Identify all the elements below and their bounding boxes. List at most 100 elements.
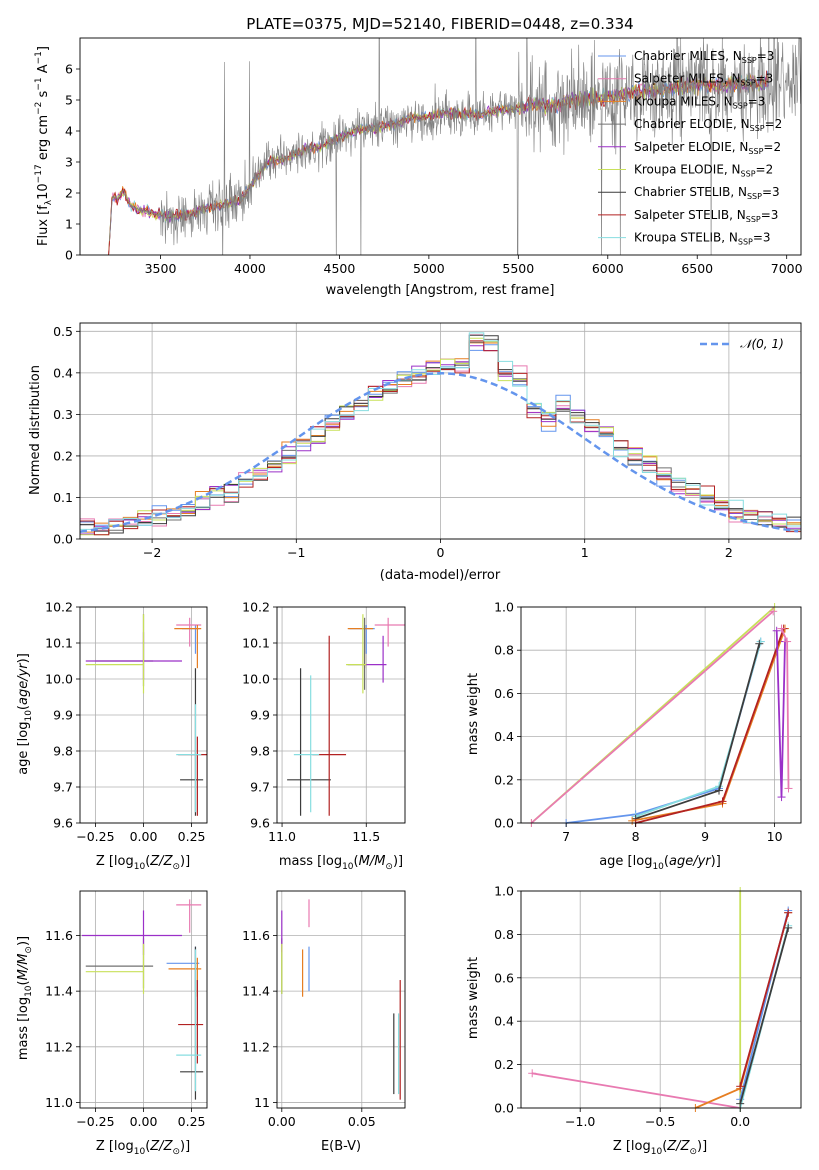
- kroupa_elodie-legend-label: Kroupa ELODIE, NSSP=2: [634, 163, 773, 179]
- y-tick-label: 0.6: [494, 686, 514, 701]
- weight-z-xlabel: Z [log10(Z/Z⊙)]: [613, 1139, 707, 1157]
- kroupa_elodie-point: [346, 614, 367, 694]
- mass-vs-metallicity-panel: −0.25 0.00 0.25 11.0 11.2 11.4 11.6 Z [log10(Z…: [16, 890, 208, 1157]
- mass-z-xlabel: Z [log10(Z/Z⊙)]: [96, 1139, 190, 1157]
- salpeter_elodie-point: [85, 632, 182, 679]
- x-tick-label: 10: [767, 829, 783, 844]
- kroupa_stelib-point: [176, 704, 202, 813]
- y-tick-label: 0.0: [494, 1101, 514, 1116]
- y-tick-label: 0.5: [53, 324, 73, 339]
- y-tick-label: 0: [65, 248, 73, 263]
- y-tick-label: 11: [254, 1095, 270, 1110]
- axes-frame: [79, 322, 802, 540]
- x-tick-label: 9: [701, 829, 709, 844]
- chabrier_elodie-legend-label: Chabrier ELODIE, NSSP=2: [634, 117, 782, 133]
- salpeter_stelib-point: [178, 980, 204, 1064]
- y-tick-label: 6: [65, 62, 73, 77]
- x-tick-label: 0.00: [130, 1114, 158, 1129]
- y-tick-label: 10.2: [45, 600, 73, 615]
- salpeter_stelib-legend-label: Salpeter STELIB, NSSP=3: [634, 208, 778, 224]
- axes-frame: [276, 606, 406, 824]
- y-tick-label: 0.2: [494, 772, 514, 787]
- weight-lines: [527, 603, 793, 827]
- residuals-panel: −2 −1 0 1 2 0.0 0.1 0.2 0.3 0.4 0.5 𝒩(0, 1) (data-…: [28, 322, 802, 583]
- axes-frame: [276, 890, 406, 1109]
- chabrier_miles-legend-label: Chabrier MILES, NSSP=3: [634, 49, 774, 65]
- normal-curve: [80, 372, 799, 533]
- salpeter_stelib-residual-histogram: [80, 340, 801, 536]
- y-tick-label: 3: [65, 155, 73, 170]
- y-tick-label: 0.8: [494, 927, 514, 942]
- y-tick-label: 9.7: [250, 780, 270, 795]
- x-tick-label: 2: [725, 545, 733, 560]
- x-tick-label: 6000: [592, 261, 624, 276]
- y-tick-label: 9.7: [53, 780, 73, 795]
- y-tick-label: 11.6: [242, 928, 270, 943]
- residuals-xlabel: (data-model)/error: [380, 568, 501, 583]
- chabrier_stelib-weight-line: [739, 927, 790, 1104]
- y-tick-label: 2: [65, 186, 73, 201]
- x-tick-label: 0.25: [178, 1114, 206, 1129]
- age-vs-mass-panel: 11.0 11.5 9.6 9.7 9.8 9.9 10.0 10.1 10.2 mass [l…: [242, 600, 406, 872]
- chabrier_miles-point: [349, 625, 375, 654]
- y-tick-label: 9.6: [53, 816, 73, 831]
- salpeter_miles-legend-label: Salpeter MILES, NSSP=3: [634, 72, 773, 88]
- errorbars: [81, 899, 204, 1100]
- observed-spectrum: [160, 38, 801, 255]
- residuals-legend: 𝒩(0, 1): [700, 337, 784, 351]
- x-tick-label: −1: [287, 545, 305, 560]
- x-tick-label: 7000: [771, 261, 803, 276]
- age-mass-xlabel: mass [log10(M/M⊙)]: [279, 854, 403, 872]
- age-z-xlabel: Z [log10(Z/Z⊙)]: [96, 854, 190, 872]
- x-tick-label: −0.25: [76, 829, 114, 844]
- salpeter_stelib-weight-line: [739, 912, 790, 1087]
- salpeter_elodie-residual-histogram: [80, 345, 801, 535]
- y-tick-label: 0.4: [494, 729, 514, 744]
- x-tick-label: 1: [581, 545, 589, 560]
- axes-frame: [79, 606, 208, 824]
- y-tick-label: 10.1: [242, 636, 270, 651]
- x-tick-label: 0.00: [130, 829, 158, 844]
- errorbars: [85, 614, 207, 816]
- x-tick-label: 11.5: [352, 829, 380, 844]
- residuals-ylabel: Normed distribution: [28, 365, 43, 495]
- y-tick-label: 11.4: [45, 984, 73, 999]
- x-tick-label: 3500: [145, 261, 177, 276]
- y-tick-label: 0.2: [53, 448, 73, 463]
- x-tick-label: 5500: [502, 261, 534, 276]
- chabrier_miles-point: [181, 625, 200, 654]
- normal-legend-label: 𝒩(0, 1): [740, 337, 784, 351]
- kroupa_miles-residual-histogram: [80, 342, 801, 536]
- mass-ebv-xlabel: E(B-V): [321, 1139, 361, 1154]
- y-tick-label: 1: [65, 217, 73, 232]
- y-tick-label: 10.0: [45, 672, 73, 687]
- errorbars: [287, 614, 405, 816]
- x-tick-label: 0.05: [348, 1114, 376, 1129]
- spectrum-legend: Chabrier MILES, NSSP=3 Salpeter MILES, NS…: [598, 49, 782, 247]
- y-tick-label: 1.0: [494, 884, 514, 899]
- y-tick-label: 5: [65, 93, 73, 108]
- x-tick-label: 0.00: [268, 1114, 296, 1129]
- spectrum-lines: [108, 38, 801, 255]
- chabrier_stelib-legend-label: Chabrier STELIB, NSSP=3: [634, 185, 780, 201]
- axes-frame: [79, 37, 802, 256]
- observed-spectrum-blue: [109, 189, 161, 242]
- x-tick-label: 5000: [413, 261, 445, 276]
- salpeter_stelib-point: [312, 635, 347, 816]
- y-tick-label: 10.2: [242, 600, 270, 615]
- y-tick-label: 0.3: [53, 407, 73, 422]
- y-tick-label: 11.2: [45, 1039, 73, 1054]
- chabrier_stelib-point: [287, 668, 331, 816]
- axes-frame: [520, 606, 802, 824]
- y-tick-label: 0.0: [494, 816, 514, 831]
- y-tick-label: 0.8: [494, 643, 514, 658]
- x-tick-label: −2: [143, 545, 161, 560]
- kroupa_stelib-point: [293, 675, 320, 813]
- y-tick-label: 11.0: [45, 1095, 73, 1110]
- y-tick-label: 0.2: [494, 1057, 514, 1072]
- weight-lines: [528, 887, 793, 1112]
- y-tick-label: 4: [65, 124, 73, 139]
- mass-vs-ebv-panel: 0.00 0.05 11 11.2 11.4 11.6 E(B-V): [242, 890, 406, 1154]
- y-tick-label: 9.6: [250, 816, 270, 831]
- kroupa_stelib-residual-histogram: [80, 332, 801, 533]
